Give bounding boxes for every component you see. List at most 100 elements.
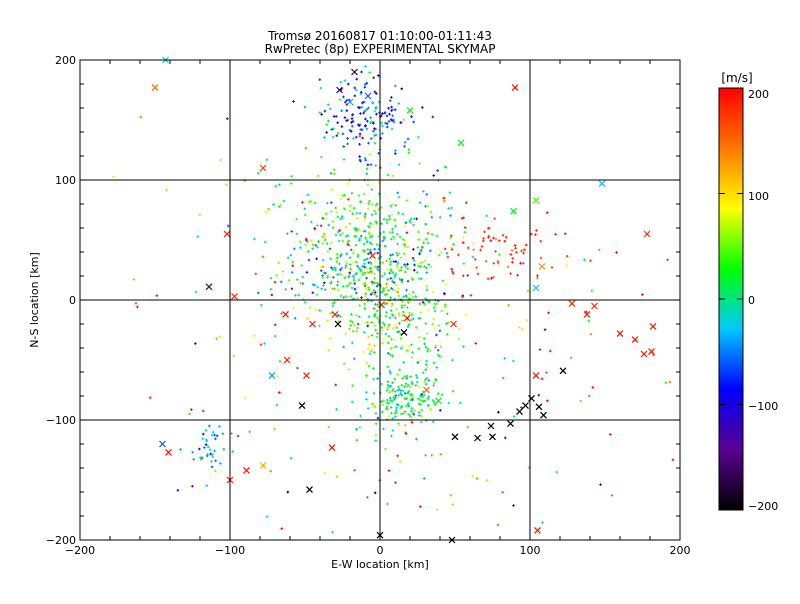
- data-point: [391, 429, 395, 432]
- data-point: [322, 281, 326, 285]
- data-point: [397, 294, 401, 298]
- data-point: [610, 494, 614, 497]
- data-point: [373, 405, 377, 409]
- data-point: [411, 256, 415, 260]
- data-point: [348, 327, 351, 331]
- data-point: [376, 377, 379, 380]
- data-point: [373, 90, 377, 94]
- data-point: [599, 483, 602, 486]
- data-point: [321, 274, 324, 277]
- data-point: [210, 433, 214, 437]
- data-point: [307, 200, 310, 204]
- data-point: [549, 349, 552, 353]
- data-point: [317, 174, 320, 178]
- data-point: [426, 232, 430, 235]
- data-point: [399, 337, 403, 340]
- data-point: [409, 415, 412, 418]
- data-point: [355, 427, 358, 431]
- data-point: [304, 243, 307, 247]
- data-point: [422, 393, 426, 397]
- data-point: [191, 484, 194, 488]
- data-point: [426, 347, 430, 351]
- data-point: [493, 217, 497, 220]
- cross-point: [306, 486, 313, 494]
- data-point: [343, 193, 346, 197]
- data-point: [374, 220, 378, 223]
- data-point: [452, 272, 455, 275]
- data-point: [388, 257, 391, 261]
- data-point: [394, 308, 398, 311]
- data-point: [364, 292, 368, 296]
- data-point: [301, 282, 305, 285]
- data-point: [304, 237, 308, 241]
- data-point: [417, 262, 421, 265]
- data-point: [366, 163, 370, 167]
- data-point: [353, 249, 357, 253]
- data-point: [397, 385, 400, 389]
- data-point: [373, 247, 376, 251]
- data-point: [368, 320, 371, 324]
- data-point: [423, 302, 426, 306]
- data-point: [356, 286, 359, 289]
- data-point: [346, 242, 350, 246]
- data-point: [397, 102, 401, 105]
- data-point: [423, 380, 427, 384]
- data-point: [458, 401, 462, 405]
- data-point: [390, 96, 393, 99]
- data-point: [338, 229, 341, 232]
- data-point: [385, 389, 389, 392]
- data-point: [399, 412, 403, 416]
- data-point: [406, 245, 410, 249]
- data-point: [400, 87, 404, 91]
- data-point: [427, 308, 431, 312]
- data-point: [394, 224, 397, 228]
- data-point: [310, 239, 313, 242]
- data-point: [431, 398, 435, 402]
- data-point: [389, 296, 392, 299]
- data-point: [261, 255, 265, 259]
- data-point: [517, 326, 521, 329]
- data-point: [333, 172, 336, 176]
- data-point: [434, 346, 437, 349]
- data-point: [435, 302, 439, 306]
- data-point: [435, 234, 439, 238]
- data-point: [330, 266, 333, 269]
- cross-point: [534, 526, 541, 534]
- data-point: [336, 273, 339, 276]
- data-point: [450, 246, 453, 250]
- data-point: [400, 405, 403, 408]
- data-point: [347, 275, 351, 279]
- data-point: [391, 288, 395, 291]
- data-point: [388, 99, 392, 102]
- data-point: [334, 206, 337, 210]
- cross-point: [540, 411, 547, 419]
- data-point: [380, 290, 384, 294]
- data-point: [384, 244, 387, 248]
- data-point: [425, 193, 429, 196]
- data-point: [381, 239, 385, 243]
- data-point: [367, 231, 371, 234]
- data-point: [597, 248, 601, 252]
- data-point: [397, 330, 401, 333]
- data-point: [295, 278, 299, 281]
- data-point: [366, 324, 370, 328]
- data-point: [405, 377, 409, 380]
- data-point: [340, 125, 344, 128]
- data-point: [418, 162, 422, 165]
- data-point: [432, 400, 436, 404]
- data-point: [385, 218, 389, 222]
- data-point: [407, 345, 411, 348]
- data-point: [385, 221, 389, 225]
- data-point: [354, 243, 358, 247]
- data-point: [417, 230, 420, 234]
- data-point: [350, 286, 354, 290]
- data-point: [390, 105, 393, 109]
- cross-point: [435, 397, 442, 405]
- data-point: [389, 269, 393, 273]
- data-point: [451, 270, 454, 274]
- data-point: [314, 243, 318, 247]
- data-point: [446, 312, 449, 316]
- cross-point: [649, 322, 657, 330]
- data-point: [388, 323, 391, 327]
- data-point: [385, 301, 389, 304]
